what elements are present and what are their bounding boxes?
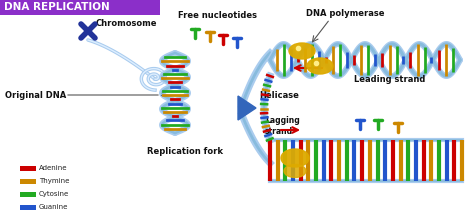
Text: DNA polymerase: DNA polymerase (306, 8, 384, 17)
Text: DNA REPLICATION: DNA REPLICATION (4, 2, 110, 12)
Text: Adenine: Adenine (39, 165, 67, 171)
Text: Free nucleotides: Free nucleotides (179, 12, 257, 21)
Text: Replication fork: Replication fork (147, 147, 223, 155)
Ellipse shape (289, 43, 315, 59)
Text: Cytosine: Cytosine (39, 191, 69, 197)
Text: Guanine: Guanine (39, 204, 68, 210)
Text: Leading strand: Leading strand (354, 76, 426, 85)
Text: Helicase: Helicase (259, 91, 299, 101)
Text: Lagging
strand: Lagging strand (265, 116, 300, 136)
Text: Chromosome: Chromosome (96, 19, 157, 28)
Text: Thymine: Thymine (39, 178, 69, 184)
FancyBboxPatch shape (0, 0, 160, 15)
Ellipse shape (307, 58, 333, 74)
FancyBboxPatch shape (20, 192, 36, 196)
FancyBboxPatch shape (20, 178, 36, 184)
FancyBboxPatch shape (20, 204, 36, 209)
Ellipse shape (284, 165, 306, 178)
Polygon shape (238, 96, 256, 120)
FancyBboxPatch shape (20, 165, 36, 171)
Ellipse shape (281, 149, 309, 167)
Text: Original DNA: Original DNA (5, 91, 66, 99)
